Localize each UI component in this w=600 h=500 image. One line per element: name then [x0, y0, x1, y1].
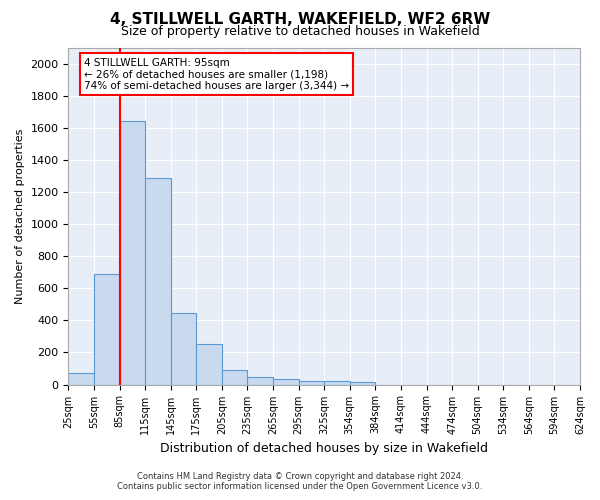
Bar: [299, 380, 324, 384]
X-axis label: Distribution of detached houses by size in Wakefield: Distribution of detached houses by size …: [160, 442, 488, 455]
Bar: [324, 382, 350, 384]
Bar: [68, 374, 94, 384]
Bar: [171, 313, 196, 384]
Bar: [145, 178, 171, 384]
Y-axis label: Number of detached properties: Number of detached properties: [15, 128, 25, 304]
Text: 4, STILLWELL GARTH, WAKEFIELD, WF2 6RW: 4, STILLWELL GARTH, WAKEFIELD, WF2 6RW: [110, 12, 490, 28]
Bar: [94, 274, 119, 384]
Text: Size of property relative to detached houses in Wakefield: Size of property relative to detached ho…: [121, 25, 479, 38]
Bar: [119, 122, 145, 384]
Bar: [222, 370, 247, 384]
Text: 4 STILLWELL GARTH: 95sqm
← 26% of detached houses are smaller (1,198)
74% of sem: 4 STILLWELL GARTH: 95sqm ← 26% of detach…: [84, 58, 349, 91]
Bar: [247, 376, 273, 384]
Bar: [273, 379, 299, 384]
Bar: [350, 382, 376, 384]
Text: Contains HM Land Registry data © Crown copyright and database right 2024.
Contai: Contains HM Land Registry data © Crown c…: [118, 472, 482, 491]
Bar: [196, 344, 222, 384]
